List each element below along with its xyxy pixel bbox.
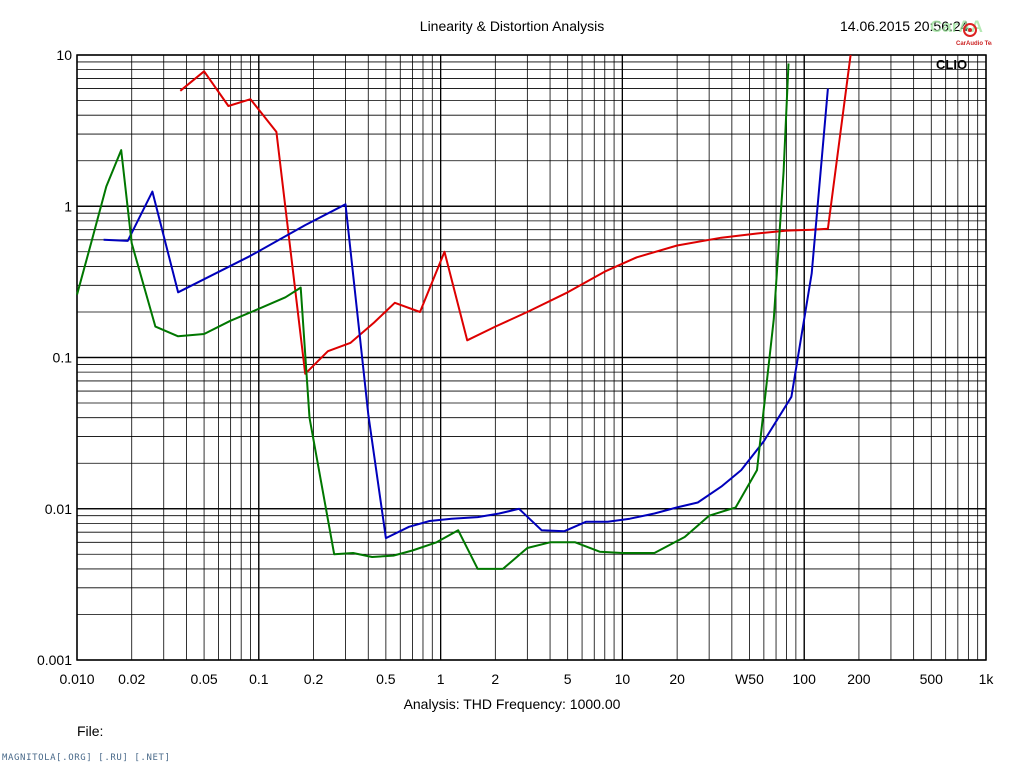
plot-frame xyxy=(76,54,987,661)
chart-ticks: 0.010 0.02 0.05 0.1 0.2 0.5 1 2 5 10 20 W50 100 200 50… xyxy=(37,47,994,687)
x-tick-label: 100 xyxy=(793,671,817,687)
x-tick-label: 0.05 xyxy=(190,671,217,687)
y-tick-label: 1 xyxy=(64,198,72,214)
x-tick-label: 1k xyxy=(979,671,995,687)
x-tick-label: 0.010 xyxy=(59,671,94,687)
series-line-red xyxy=(179,54,852,375)
x-tick-label: 2 xyxy=(491,671,499,687)
x-tick-label: 0.2 xyxy=(304,671,324,687)
analysis-info: Analysis: THD Frequency: 1000.00 xyxy=(403,696,621,712)
x-tick-label: 5 xyxy=(564,671,572,687)
x-tick-label: 1 xyxy=(437,671,445,687)
x-tick-label: 10 xyxy=(615,671,631,687)
measurement-timestamp: 14.06.2015 20:56:24 xyxy=(840,18,969,34)
y-tick-label: 10 xyxy=(56,47,72,63)
x-tick-label: 0.5 xyxy=(376,671,396,687)
y-tick-label: 0.1 xyxy=(53,350,73,366)
caraudio-team-logo: CarAA CarAudio Team xyxy=(930,17,992,47)
x-tick-label: W50 xyxy=(735,671,764,687)
file-label: File: xyxy=(77,723,104,739)
y-tick-label: 0.01 xyxy=(45,501,72,517)
x-tick-label: 20 xyxy=(669,671,685,687)
footer-watermark-text: MAGNITOLA[.ORG] [.RU] [.NET] xyxy=(2,753,171,763)
chart-title: Linearity & Distortion Analysis xyxy=(419,18,605,34)
chart-grid xyxy=(76,54,987,661)
svg-text:CarAudio Team: CarAudio Team xyxy=(956,41,992,47)
x-tick-label: 0.02 xyxy=(118,671,145,687)
series-line-blue xyxy=(103,88,829,540)
x-tick-label: 0.1 xyxy=(249,671,269,687)
series-line-green xyxy=(76,63,790,570)
y-tick-label: 0.001 xyxy=(37,652,72,668)
clio-badge: CLIO xyxy=(936,57,968,72)
chart-series xyxy=(76,54,852,570)
x-tick-label: 500 xyxy=(920,671,944,687)
x-tick-label: 200 xyxy=(847,671,871,687)
